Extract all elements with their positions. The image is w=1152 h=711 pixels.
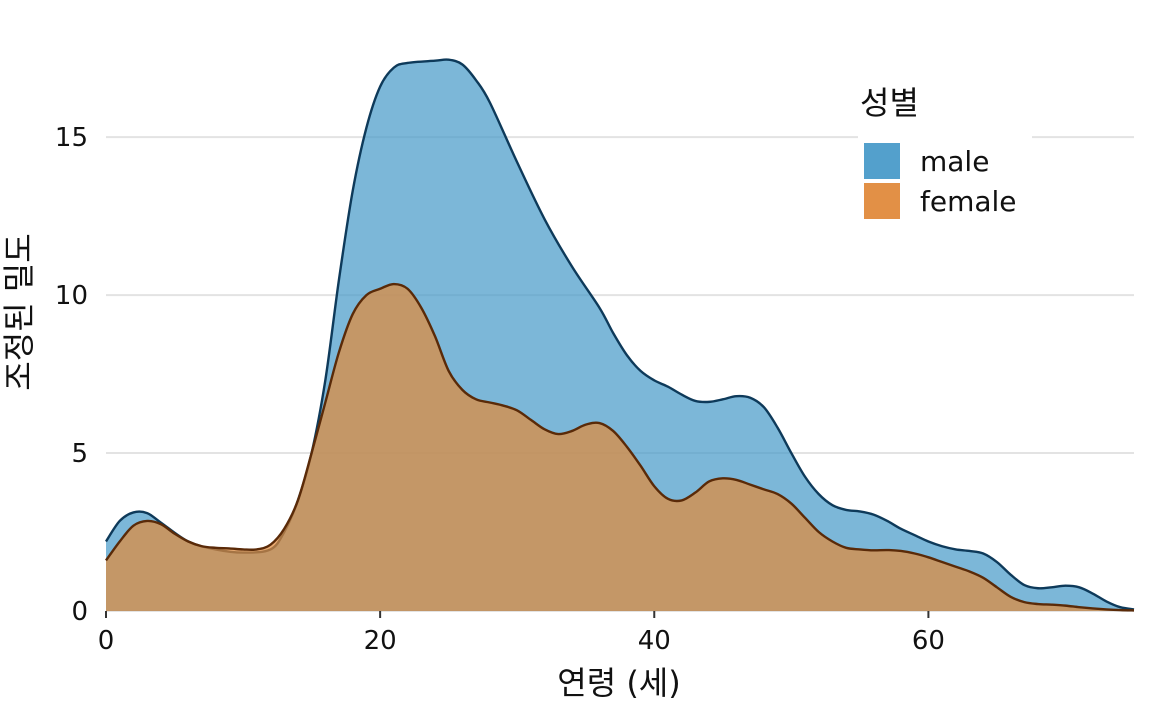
- x-tick-label-0: 0: [98, 626, 115, 656]
- x-tick-label-40: 40: [638, 626, 671, 656]
- legend-title: 성별: [860, 84, 919, 122]
- legend-items: male female: [864, 143, 1017, 219]
- y-tick-label-15: 15: [55, 123, 88, 153]
- x-tick-label-60: 60: [912, 626, 945, 656]
- legend-label-male: male: [920, 145, 989, 178]
- legend: 성별 male female: [858, 84, 1032, 234]
- y-tick-label-5: 5: [71, 439, 88, 469]
- y-tick-label-10: 10: [55, 281, 88, 311]
- female-density-area: [106, 284, 1134, 611]
- female-density-line: [105, 282, 1135, 612]
- density-areas: [104, 58, 1135, 612]
- legend-swatch-female: [864, 183, 900, 219]
- x-axis-title: 연령 (세): [557, 664, 680, 702]
- legend-swatch-male: [864, 143, 900, 179]
- y-axis-title: 조정된 밀도: [0, 233, 38, 390]
- y-axis-ticks: 0 5 10 15: [55, 123, 88, 627]
- y-tick-label-0: 0: [71, 597, 88, 627]
- x-axis-ticks: 0 20 40 60: [98, 611, 945, 656]
- legend-label-female: female: [920, 185, 1017, 218]
- x-tick-label-20: 20: [364, 626, 397, 656]
